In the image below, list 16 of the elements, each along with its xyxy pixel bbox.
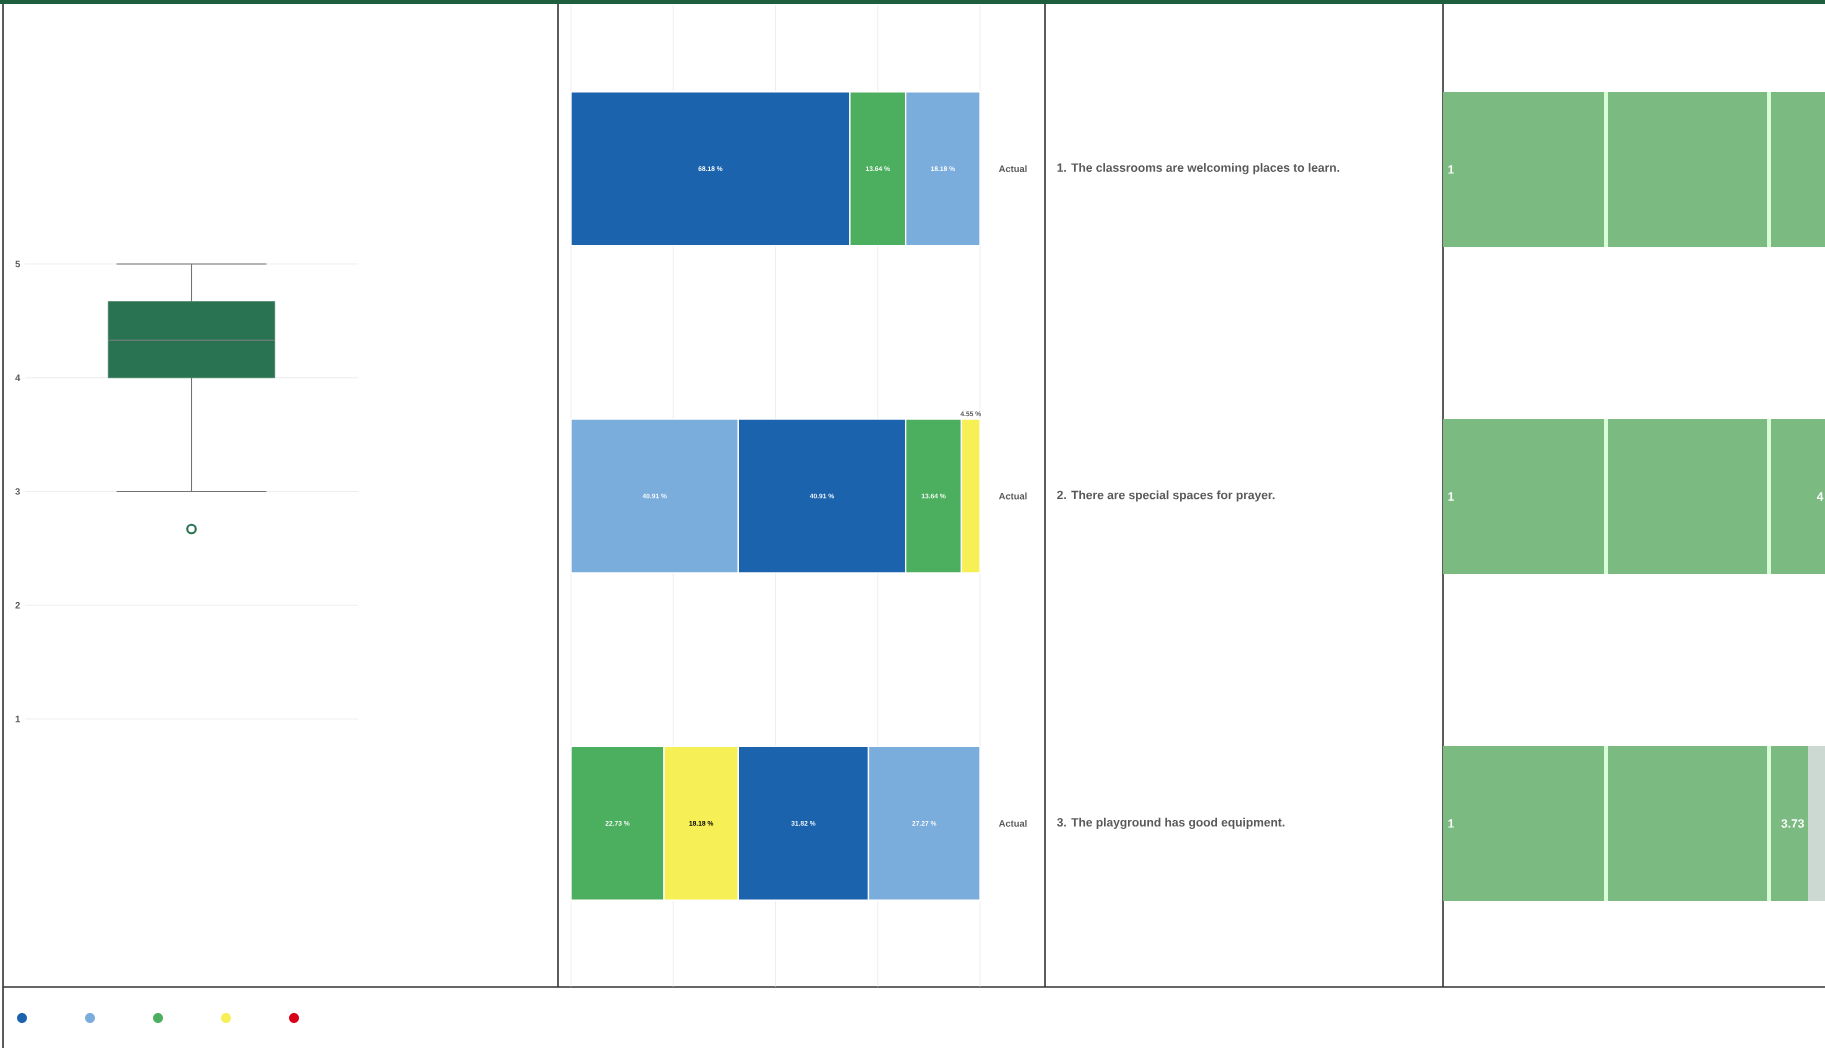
text: Actual: [998, 819, 1027, 827]
text: Actual: [998, 492, 1027, 500]
y-tick-label: 4: [15, 374, 21, 381]
y-tick-label: 3. The playground has good equipment.: [1056, 817, 1285, 829]
y-tick-label: 1: [15, 715, 21, 723]
y-tick-label: 2. There are special spaces for prayer.: [1057, 490, 1275, 502]
text: 3.73: [1781, 819, 1804, 828]
text: 1: [1448, 819, 1454, 828]
y-tick-label: 3: [15, 488, 20, 495]
text: Actual: [998, 165, 1027, 173]
text: 4: [1816, 492, 1824, 501]
text: 1: [1448, 165, 1454, 174]
y-tick-label: 2: [15, 602, 20, 609]
y-tick-label: 5: [15, 260, 21, 268]
text: 1: [1448, 492, 1454, 501]
y-tick-label: 1. The classrooms are welcoming places to learn.: [1057, 163, 1340, 175]
